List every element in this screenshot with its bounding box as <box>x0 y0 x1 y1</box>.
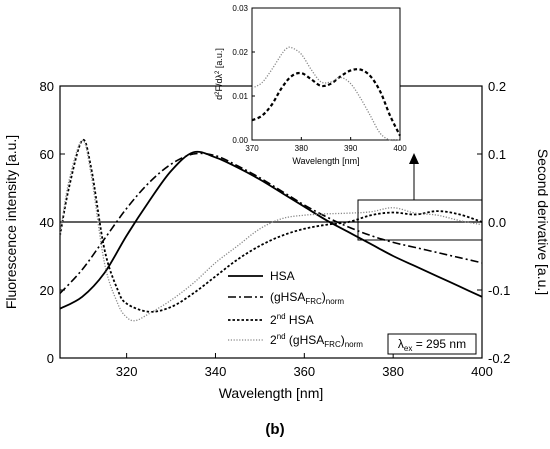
panel-label: (b) <box>265 421 284 438</box>
y2-tick-label: -0.1 <box>488 283 510 298</box>
inset-x-tick-label: 390 <box>344 144 358 153</box>
x-tick-label: 400 <box>471 364 493 379</box>
inset-y-tick-label: 0.01 <box>232 92 248 101</box>
inset-frame <box>251 7 401 141</box>
series-line-2nd-ghsa-norm <box>59 139 483 322</box>
inset-y-axis-title: d2F/dλ2 [a.u.] <box>214 48 224 100</box>
excitation-label: λex = 295 nm <box>398 337 466 353</box>
series-line-2nd-hsa <box>59 138 483 313</box>
legend: HSA (gHSAFRC)norm 2nd HSA 2nd (gHSAFRC)n… <box>228 269 363 349</box>
inset-series <box>251 46 401 142</box>
inset-x-tick-label: 400 <box>393 144 407 153</box>
main-series <box>59 138 483 322</box>
inset-x-axis-title: Wavelength [nm] <box>292 156 359 166</box>
y-tick-label: 0 <box>47 351 54 366</box>
y2-tick-label: 0.1 <box>488 147 506 162</box>
y2-tick-label: 0.0 <box>488 215 506 230</box>
inset-x-tick-label: 380 <box>295 144 309 153</box>
inset-background <box>252 8 400 140</box>
x-tick-label: 380 <box>382 364 404 379</box>
inset-x-tick-label: 370 <box>245 144 259 153</box>
legend-label-hsa: HSA <box>270 269 295 283</box>
zoom-region-box <box>357 199 483 241</box>
main-ticks: 320 340 360 380 400 0 20 40 60 80 -0.2 -0.1 0.0 0.1 0.… <box>40 79 511 379</box>
y2-tick-label: -0.2 <box>488 351 510 366</box>
series-line-ghsa-norm <box>59 152 483 294</box>
y-axis-title: Fluorescence intensity [a.u.] <box>3 135 19 309</box>
inset-y-tick-label: 0.03 <box>232 4 248 13</box>
x-tick-label: 340 <box>205 364 227 379</box>
inset-ticks: 370 380 390 400 0.00 0.01 0.02 0.03 <box>232 4 407 153</box>
legend-label-2nd-hsa: 2nd HSA <box>270 312 314 327</box>
zoom-arrow-head <box>409 153 419 164</box>
y-tick-label: 80 <box>40 79 54 94</box>
inset-y-tick-label: 0.00 <box>232 136 248 145</box>
y-tick-label: 60 <box>40 147 54 162</box>
x-axis-title: Wavelength [nm] <box>219 385 324 401</box>
y-tick-label: 40 <box>40 215 54 230</box>
y2-axis-title: Second derivative [a.u.] <box>535 149 550 295</box>
series-line-hsa <box>59 150 483 310</box>
excitation-box <box>387 333 477 355</box>
inset-y-tick-label: 0.02 <box>232 48 248 57</box>
legend-label-2nd-norm: 2nd (gHSAFRC)norm <box>270 332 363 349</box>
x-tick-label: 360 <box>293 364 315 379</box>
y2-tick-label: 0.2 <box>488 79 506 94</box>
y-tick-label: 20 <box>40 283 54 298</box>
x-tick-label: 320 <box>116 364 138 379</box>
legend-label-norm: (gHSAFRC)norm <box>270 290 344 306</box>
inset-series-line-2nd-hsa <box>251 68 401 137</box>
